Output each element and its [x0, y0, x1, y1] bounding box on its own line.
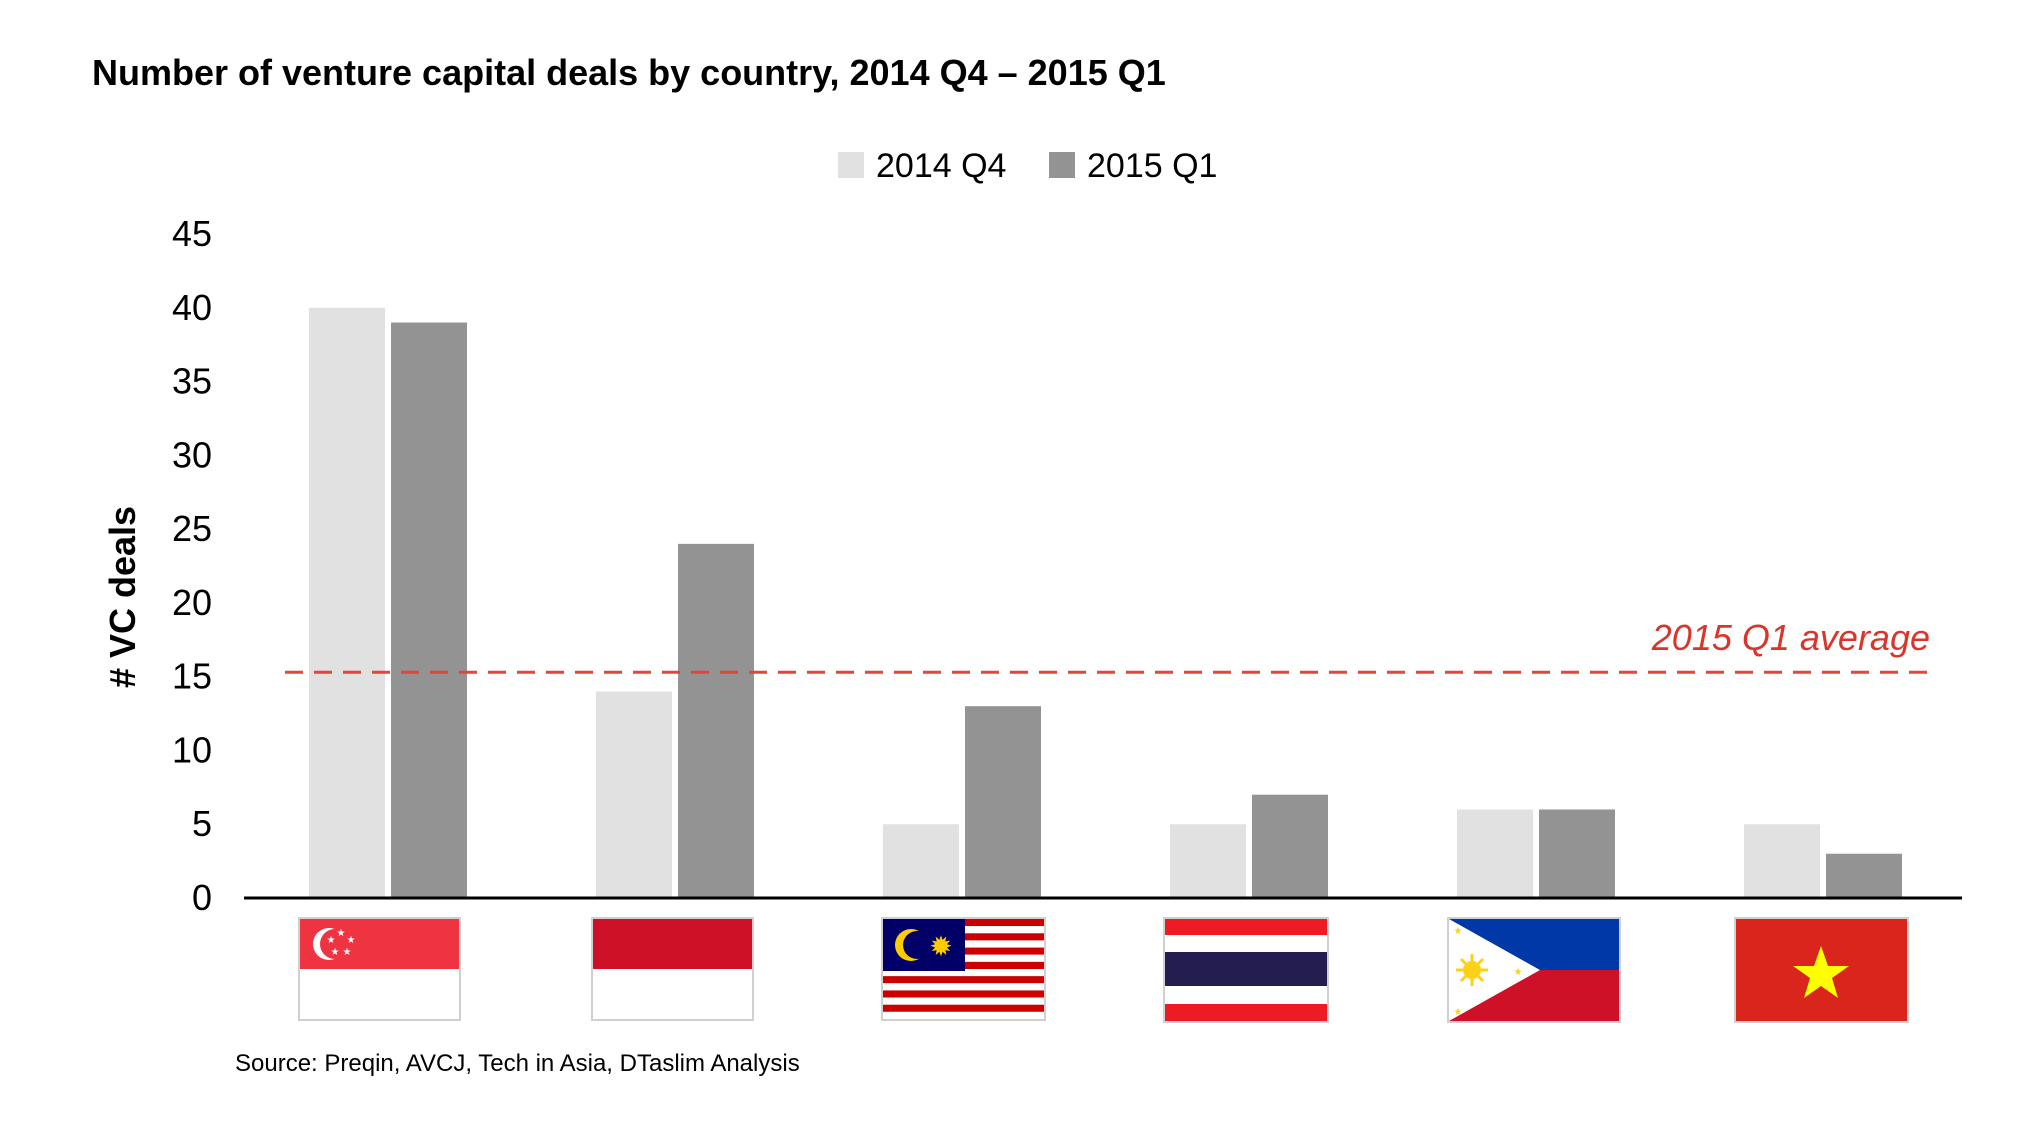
svg-text:★: ★ [1454, 1007, 1463, 1018]
y-tick-label: 10 [172, 729, 212, 770]
bar-2015-q1 [965, 706, 1041, 898]
philippines-flag-icon: ★ ★ ★ [1447, 917, 1621, 1023]
malaysia-flag-icon: ✹ [881, 917, 1046, 1021]
y-tick-label: 30 [172, 434, 212, 475]
average-line-label: 2015 Q1 average [1651, 617, 1930, 658]
y-tick-label: 40 [172, 287, 212, 328]
bar-2014-q4 [1744, 824, 1820, 898]
bar-2014-q4 [309, 307, 385, 898]
legend-label-2014-q4: 2014 Q4 [876, 147, 1006, 185]
indonesia-flag-icon [591, 917, 754, 1021]
vietnam-flag-icon [1734, 917, 1909, 1023]
y-tick-labels: 0 5 10 15 20 25 30 35 40 45 [172, 213, 212, 918]
source-note: Source: Preqin, AVCJ, Tech in Asia, DTas… [235, 1050, 800, 1077]
bars [309, 307, 1902, 898]
y-tick-label: 35 [172, 361, 212, 402]
bar-2015-q1 [391, 322, 467, 898]
svg-text:✹: ✹ [929, 931, 952, 962]
legend-swatch-2015-q1 [1049, 152, 1075, 178]
y-tick-label: 25 [172, 508, 212, 549]
y-tick-label: 5 [192, 803, 212, 844]
svg-text:★: ★ [1514, 967, 1523, 978]
average-line-group: 2015 Q1 average [285, 617, 1930, 674]
svg-text:★: ★ [343, 947, 352, 958]
legend: 2014 Q4 2015 Q1 [838, 147, 1217, 185]
bar-2015-q1 [1252, 794, 1328, 898]
chart-title: Number of venture capital deals by count… [92, 52, 1166, 93]
legend-label-2015-q1: 2015 Q1 [1087, 147, 1217, 185]
bar-2015-q1 [678, 543, 754, 898]
y-tick-label: 20 [172, 582, 212, 623]
bar-2014-q4 [883, 824, 959, 898]
bar-2015-q1 [1826, 853, 1902, 898]
thailand-flag-icon [1163, 917, 1329, 1023]
y-tick-label: 45 [172, 213, 212, 254]
svg-text:★: ★ [327, 935, 336, 946]
singapore-flag-icon: ★ ★ ★ ★ ★ [298, 917, 461, 1021]
bar-2014-q4 [1170, 824, 1246, 898]
y-tick-label: 0 [192, 877, 212, 918]
y-axis-label: # VC deals [102, 506, 143, 688]
y-tick-label: 15 [172, 656, 212, 697]
svg-text:★: ★ [331, 947, 340, 958]
legend-swatch-2014-q4 [838, 152, 864, 178]
svg-text:★: ★ [347, 935, 356, 946]
svg-text:★: ★ [1454, 926, 1463, 937]
svg-text:★: ★ [337, 928, 346, 939]
bar-2015-q1 [1539, 809, 1615, 898]
bar-2014-q4 [596, 691, 672, 898]
bar-2014-q4 [1457, 809, 1533, 898]
